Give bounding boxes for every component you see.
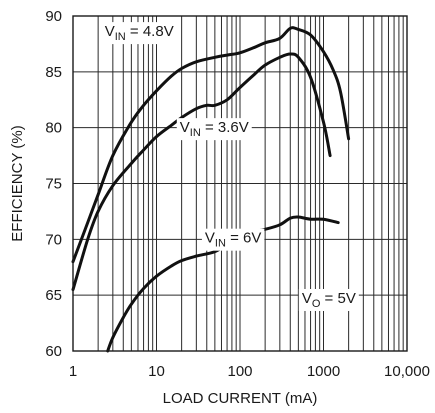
x-tick-label: 1000 xyxy=(307,363,340,380)
svg-text:VIN = 6V: VIN = 6V xyxy=(205,230,261,250)
x-tick-label: 100 xyxy=(227,363,252,380)
series-label-0-background xyxy=(101,22,177,45)
condition-label: VO = 5V xyxy=(298,288,359,311)
x-axis-label: LOAD CURRENT (mA) xyxy=(163,390,318,407)
y-tick-label: 90 xyxy=(45,8,62,25)
y-tick-label: 65 xyxy=(45,287,62,304)
annotations: VIN = 4.8V VIN = 3.6V VIN = 6V VO = 5V xyxy=(101,22,359,311)
series-label-2-background xyxy=(201,228,265,251)
series-label-0: VIN = 4.8V xyxy=(101,22,177,45)
svg-text:VIN = 4.8V: VIN = 4.8V xyxy=(105,23,174,43)
plot-frame xyxy=(72,15,408,352)
x-tick-labels: 1 10 100 1000 10,000 xyxy=(69,363,430,380)
x-tick-label: 10,000 xyxy=(384,363,430,380)
y-tick-label: 75 xyxy=(45,176,62,193)
condition-label-background xyxy=(298,288,359,311)
y-tick-label: 80 xyxy=(45,120,62,137)
y-tick-label: 60 xyxy=(45,343,62,360)
y-tick-labels: 60 65 70 75 80 85 90 xyxy=(45,8,62,360)
svg-text:VO = 5V: VO = 5V xyxy=(302,290,356,310)
x-tick-label: 1 xyxy=(69,363,77,380)
y-tick-label: 70 xyxy=(45,231,62,248)
y-tick-label: 85 xyxy=(45,64,62,81)
y-axis-label: EFFICIENCY (%) xyxy=(9,125,26,241)
svg-text:VIN = 3.6V: VIN = 3.6V xyxy=(180,119,249,139)
series-label-2: VIN = 6V xyxy=(201,228,265,251)
grid-lines xyxy=(73,15,407,352)
series-line-0 xyxy=(71,26,351,264)
series-label-1-background xyxy=(176,118,252,141)
x-tick-label: 10 xyxy=(148,363,165,380)
series-line-1 xyxy=(71,52,332,292)
series-label-1: VIN = 3.6V xyxy=(176,118,252,141)
